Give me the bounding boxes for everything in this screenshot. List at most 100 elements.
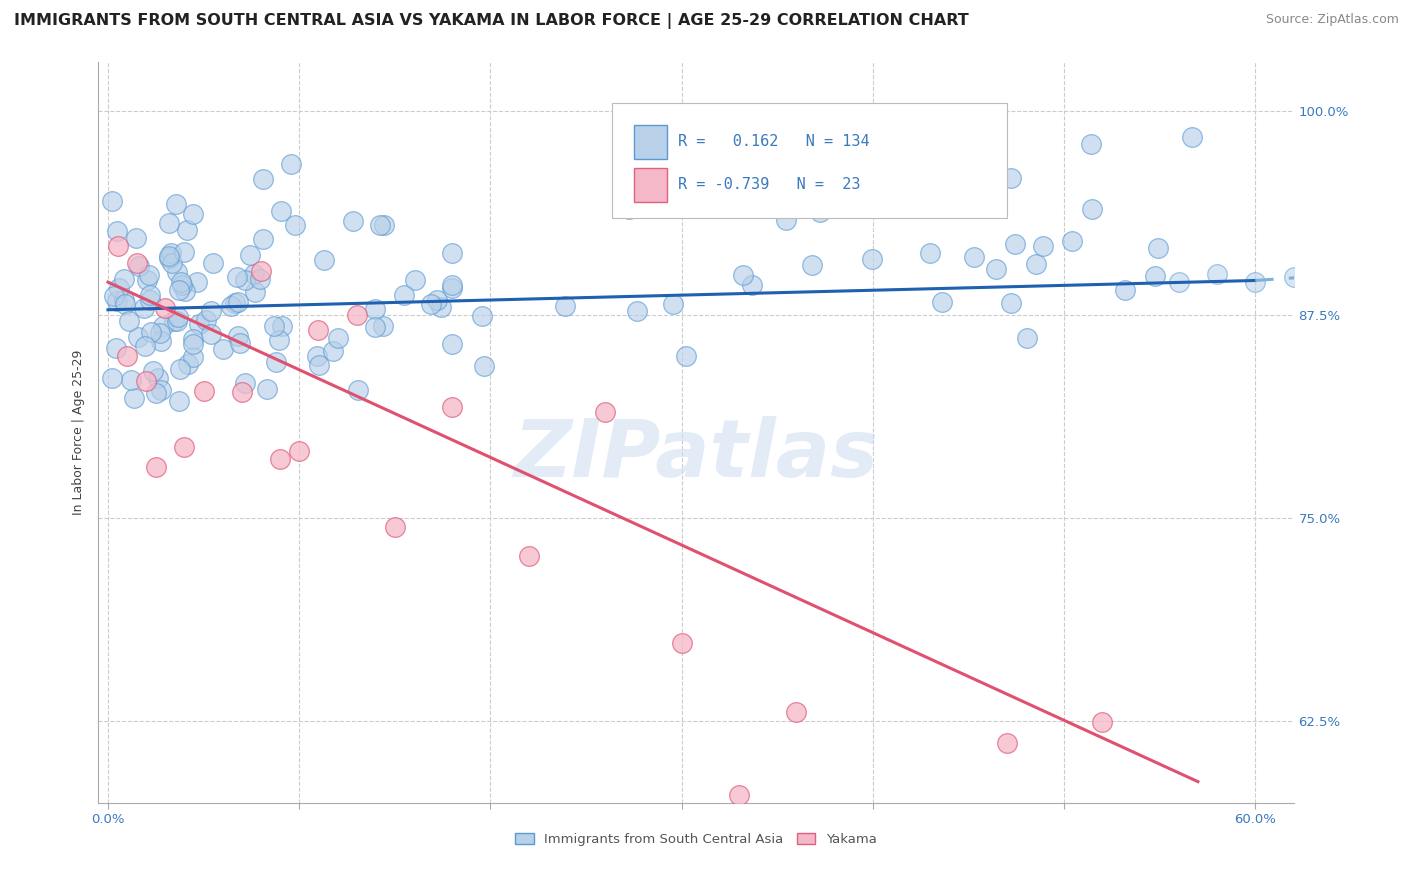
Point: [346, 308, 368, 322]
Point: [127, 330, 149, 344]
Point: [441, 401, 464, 415]
Bar: [634, 126, 668, 159]
Point: [426, 293, 449, 308]
Point: [308, 358, 330, 372]
Point: [517, 549, 540, 564]
Point: [145, 459, 167, 474]
Point: [1206, 267, 1229, 281]
Text: R =   0.162   N = 134: R = 0.162 N = 134: [678, 134, 870, 149]
Point: [165, 197, 187, 211]
Point: [134, 339, 156, 353]
Point: [263, 318, 285, 333]
Point: [775, 213, 797, 227]
Point: [157, 252, 180, 266]
Point: [120, 373, 142, 387]
Point: [181, 337, 204, 351]
Point: [174, 284, 197, 298]
Point: [138, 268, 160, 283]
Point: [112, 272, 135, 286]
Point: [252, 172, 274, 186]
Point: [194, 312, 217, 326]
Point: [155, 301, 177, 316]
Point: [139, 293, 162, 307]
Point: [115, 349, 138, 363]
Point: [470, 309, 492, 323]
Point: [200, 304, 222, 318]
Point: [225, 270, 247, 285]
Point: [1181, 130, 1204, 145]
Point: [114, 297, 136, 311]
Point: [169, 361, 191, 376]
Point: [270, 204, 292, 219]
Point: [233, 273, 256, 287]
Point: [931, 295, 953, 310]
Point: [1114, 283, 1136, 297]
Point: [112, 293, 135, 307]
Point: [193, 384, 215, 398]
Point: [166, 314, 188, 328]
Point: [170, 276, 193, 290]
Point: [146, 371, 169, 385]
Text: ZIPatlas: ZIPatlas: [513, 416, 879, 494]
Point: [314, 253, 336, 268]
Point: [368, 218, 391, 232]
Point: [342, 214, 364, 228]
Point: [124, 231, 146, 245]
Point: [242, 267, 264, 281]
Point: [920, 245, 942, 260]
Point: [124, 391, 146, 405]
Point: [228, 329, 250, 343]
Point: [231, 385, 253, 400]
Point: [1081, 202, 1104, 217]
Point: [741, 278, 763, 293]
Point: [105, 224, 128, 238]
Point: [860, 151, 883, 165]
Point: [284, 219, 307, 233]
Point: [671, 635, 693, 649]
Point: [785, 705, 807, 719]
Point: [305, 349, 328, 363]
Point: [733, 268, 755, 283]
Point: [662, 297, 685, 311]
Point: [441, 278, 464, 293]
Point: [224, 295, 246, 310]
Point: [150, 383, 173, 397]
Point: [1302, 300, 1324, 314]
Point: [139, 287, 162, 301]
Point: [167, 310, 190, 324]
Point: [986, 262, 1008, 277]
Point: [288, 444, 311, 458]
Point: [202, 256, 225, 270]
Point: [128, 259, 150, 273]
Point: [404, 273, 426, 287]
Point: [1167, 275, 1189, 289]
Point: [963, 250, 986, 264]
Point: [995, 736, 1018, 750]
Point: [200, 327, 222, 342]
Point: [233, 376, 256, 390]
Point: [392, 288, 415, 302]
Point: [163, 314, 186, 328]
Point: [145, 386, 167, 401]
Point: [181, 332, 204, 346]
Point: [135, 374, 157, 388]
Point: [142, 364, 165, 378]
Point: [160, 246, 183, 260]
Point: [626, 303, 648, 318]
Point: [108, 281, 131, 295]
Legend: Immigrants from South Central Asia, Yakama: Immigrants from South Central Asia, Yaka…: [510, 828, 882, 852]
Point: [675, 349, 697, 363]
Point: [593, 405, 616, 419]
Point: [167, 394, 190, 409]
Point: [364, 301, 387, 316]
Point: [186, 275, 208, 289]
Point: [177, 357, 200, 371]
Point: [176, 223, 198, 237]
Point: [1032, 238, 1054, 252]
Point: [728, 788, 751, 802]
Point: [619, 202, 641, 216]
Point: [419, 297, 441, 311]
Point: [554, 299, 576, 313]
Point: [173, 245, 195, 260]
Point: [1025, 257, 1047, 271]
